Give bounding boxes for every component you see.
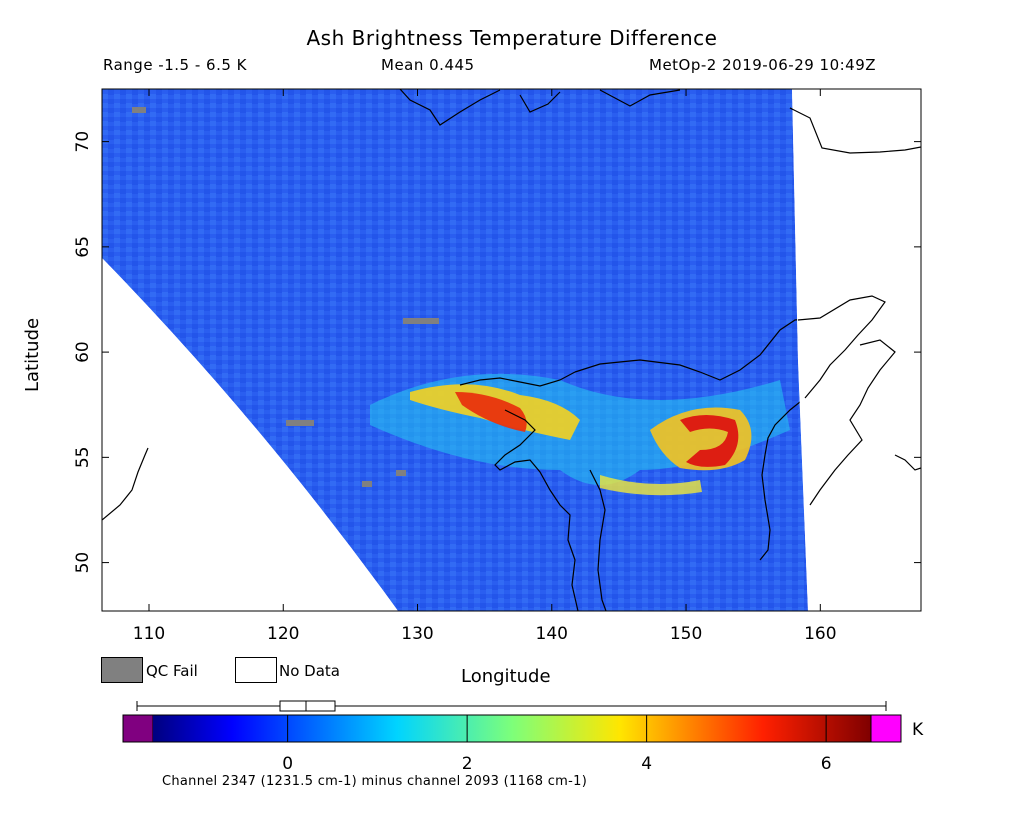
plot-title: Ash Brightness Temperature Difference [306, 26, 718, 50]
colorbar-gradient [153, 715, 871, 742]
lat-tick-label: 60 [73, 341, 93, 363]
colorbar-unit: K [912, 720, 924, 740]
lon-tick-label: 130 [401, 624, 433, 644]
colorbar-tick-label: 4 [641, 754, 652, 774]
map-frame [101, 88, 922, 612]
stats-boxplot [136, 700, 887, 712]
no-data-region [102, 258, 398, 611]
x-axis-title: Longitude [461, 666, 551, 687]
tick-layer: 110 120 130 140 150 160 50 55 60 65 70 [73, 89, 921, 644]
range-text: Range -1.5 - 6.5 K [103, 56, 247, 74]
lon-tick-label: 150 [670, 624, 702, 644]
colorbar-tick-label: 0 [282, 754, 293, 774]
qc-fail-pixel [132, 107, 146, 113]
lat-tick-label: 70 [73, 131, 93, 153]
colorbar-tick-label: 6 [821, 754, 832, 774]
colorbar-under [122, 714, 154, 743]
lon-tick-label: 160 [804, 624, 836, 644]
satellite-time-text: MetOp-2 2019-06-29 10:49Z [649, 56, 877, 74]
colorbar-over [870, 714, 902, 743]
lat-tick-label: 65 [73, 236, 93, 258]
ash-plume-red [455, 392, 527, 432]
colorbar-ticks: 0 2 4 6 [282, 715, 832, 774]
lon-tick-label: 120 [267, 624, 299, 644]
lon-tick-label: 140 [536, 624, 568, 644]
lat-tick-label: 55 [73, 447, 93, 469]
colorbar-footnote: Channel 2347 (1231.5 cm-1) minus channel… [162, 774, 588, 789]
no-data-label: No Data [279, 662, 340, 680]
qc-fail-swatch [101, 657, 143, 683]
lat-tick-label: 50 [73, 552, 93, 574]
coastline [399, 89, 681, 126]
lon-tick-label: 110 [133, 624, 165, 644]
mean-text: Mean 0.445 [381, 56, 475, 74]
qc-fail-label: QC Fail [146, 662, 198, 680]
colorbar-tick-label: 2 [462, 754, 473, 774]
no-data-swatch [235, 657, 277, 683]
